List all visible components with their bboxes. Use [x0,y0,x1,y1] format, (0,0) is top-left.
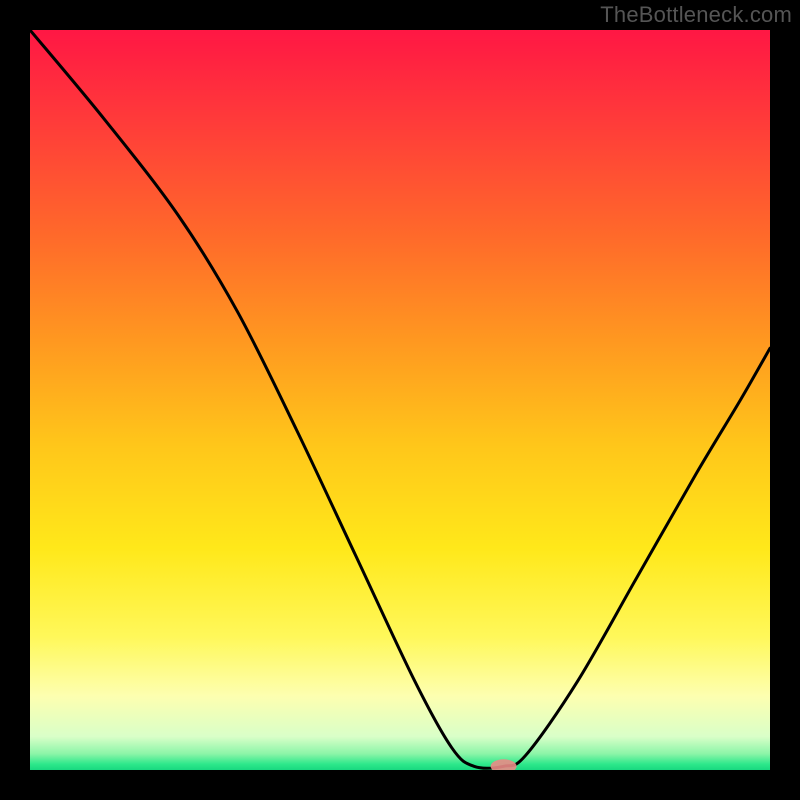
chart-svg [30,30,770,770]
gradient-background [30,30,770,770]
watermark-text: TheBottleneck.com [600,2,792,28]
bottleneck-chart [30,30,770,770]
